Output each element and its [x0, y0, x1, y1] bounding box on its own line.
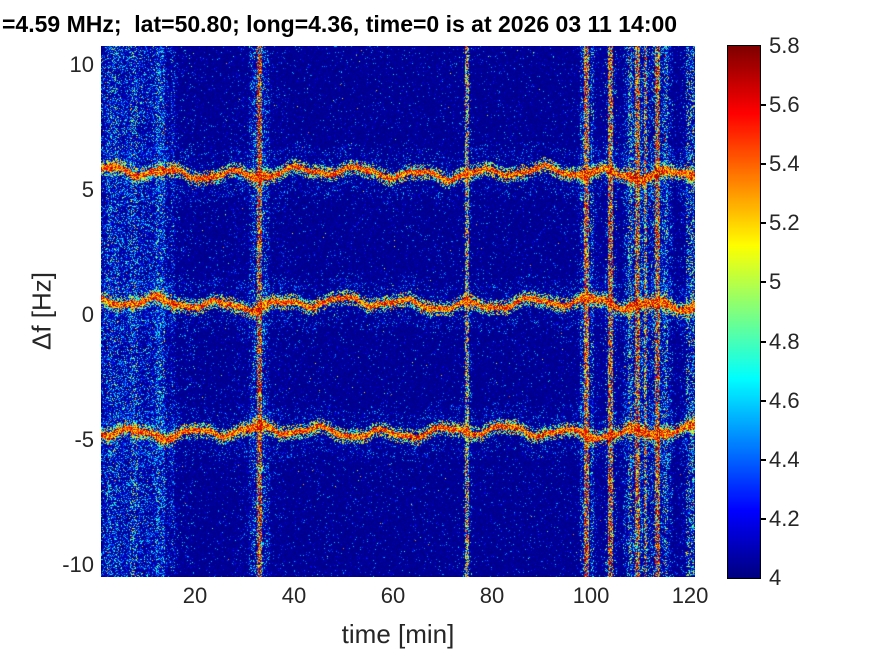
- colorbar-tick-mark: [760, 517, 766, 520]
- colorbar-tick-mark: [760, 399, 766, 402]
- x-tick-label: 120: [671, 583, 709, 608]
- x-tick-label: 40: [281, 583, 307, 608]
- colorbar-tick-label: 5.6: [769, 92, 800, 118]
- colorbar-tick-label: 4.2: [769, 505, 800, 531]
- spectrogram-canvas: [101, 46, 695, 577]
- colorbar-tick-mark: [760, 281, 766, 284]
- colorbar-tick-label: 4.8: [769, 328, 800, 354]
- colorbar-tick-mark: [760, 340, 766, 343]
- colorbar-tick-mark: [760, 222, 766, 225]
- colorbar-tick-mark: [760, 163, 766, 166]
- y-tick-label: -5: [74, 427, 94, 452]
- x-tick-label: 80: [479, 583, 505, 608]
- colorbar: [727, 45, 761, 579]
- colorbar-tick-label: 5: [769, 269, 782, 295]
- y-tick-label: 10: [69, 52, 94, 77]
- y-tick-label: -10: [62, 552, 94, 577]
- plot-title: =4.59 MHz; lat=50.80; long=4.36, time=0 …: [2, 11, 678, 37]
- colorbar-tick-mark: [760, 104, 766, 107]
- x-tick-label: 60: [380, 583, 406, 608]
- y-tick-label: 5: [81, 177, 94, 202]
- colorbar-tick-label: 4: [769, 565, 782, 590]
- colorbar-tick-label: 5.4: [769, 151, 800, 177]
- colorbar-tick-label: 4.4: [769, 446, 800, 472]
- colorbar-tick-label: 4.6: [769, 387, 800, 413]
- y-tick-label: 0: [81, 302, 94, 327]
- colorbar-tick-label: 5.8: [769, 33, 800, 58]
- colorbar-tick-mark: [760, 458, 766, 461]
- x-axis-label: time [min]: [341, 619, 455, 649]
- colorbar-gradient-canvas: [728, 46, 760, 578]
- x-tick-label: 20: [182, 583, 208, 608]
- colorbar-tick-label: 5.2: [769, 210, 800, 236]
- x-tick-label: 100: [572, 583, 610, 608]
